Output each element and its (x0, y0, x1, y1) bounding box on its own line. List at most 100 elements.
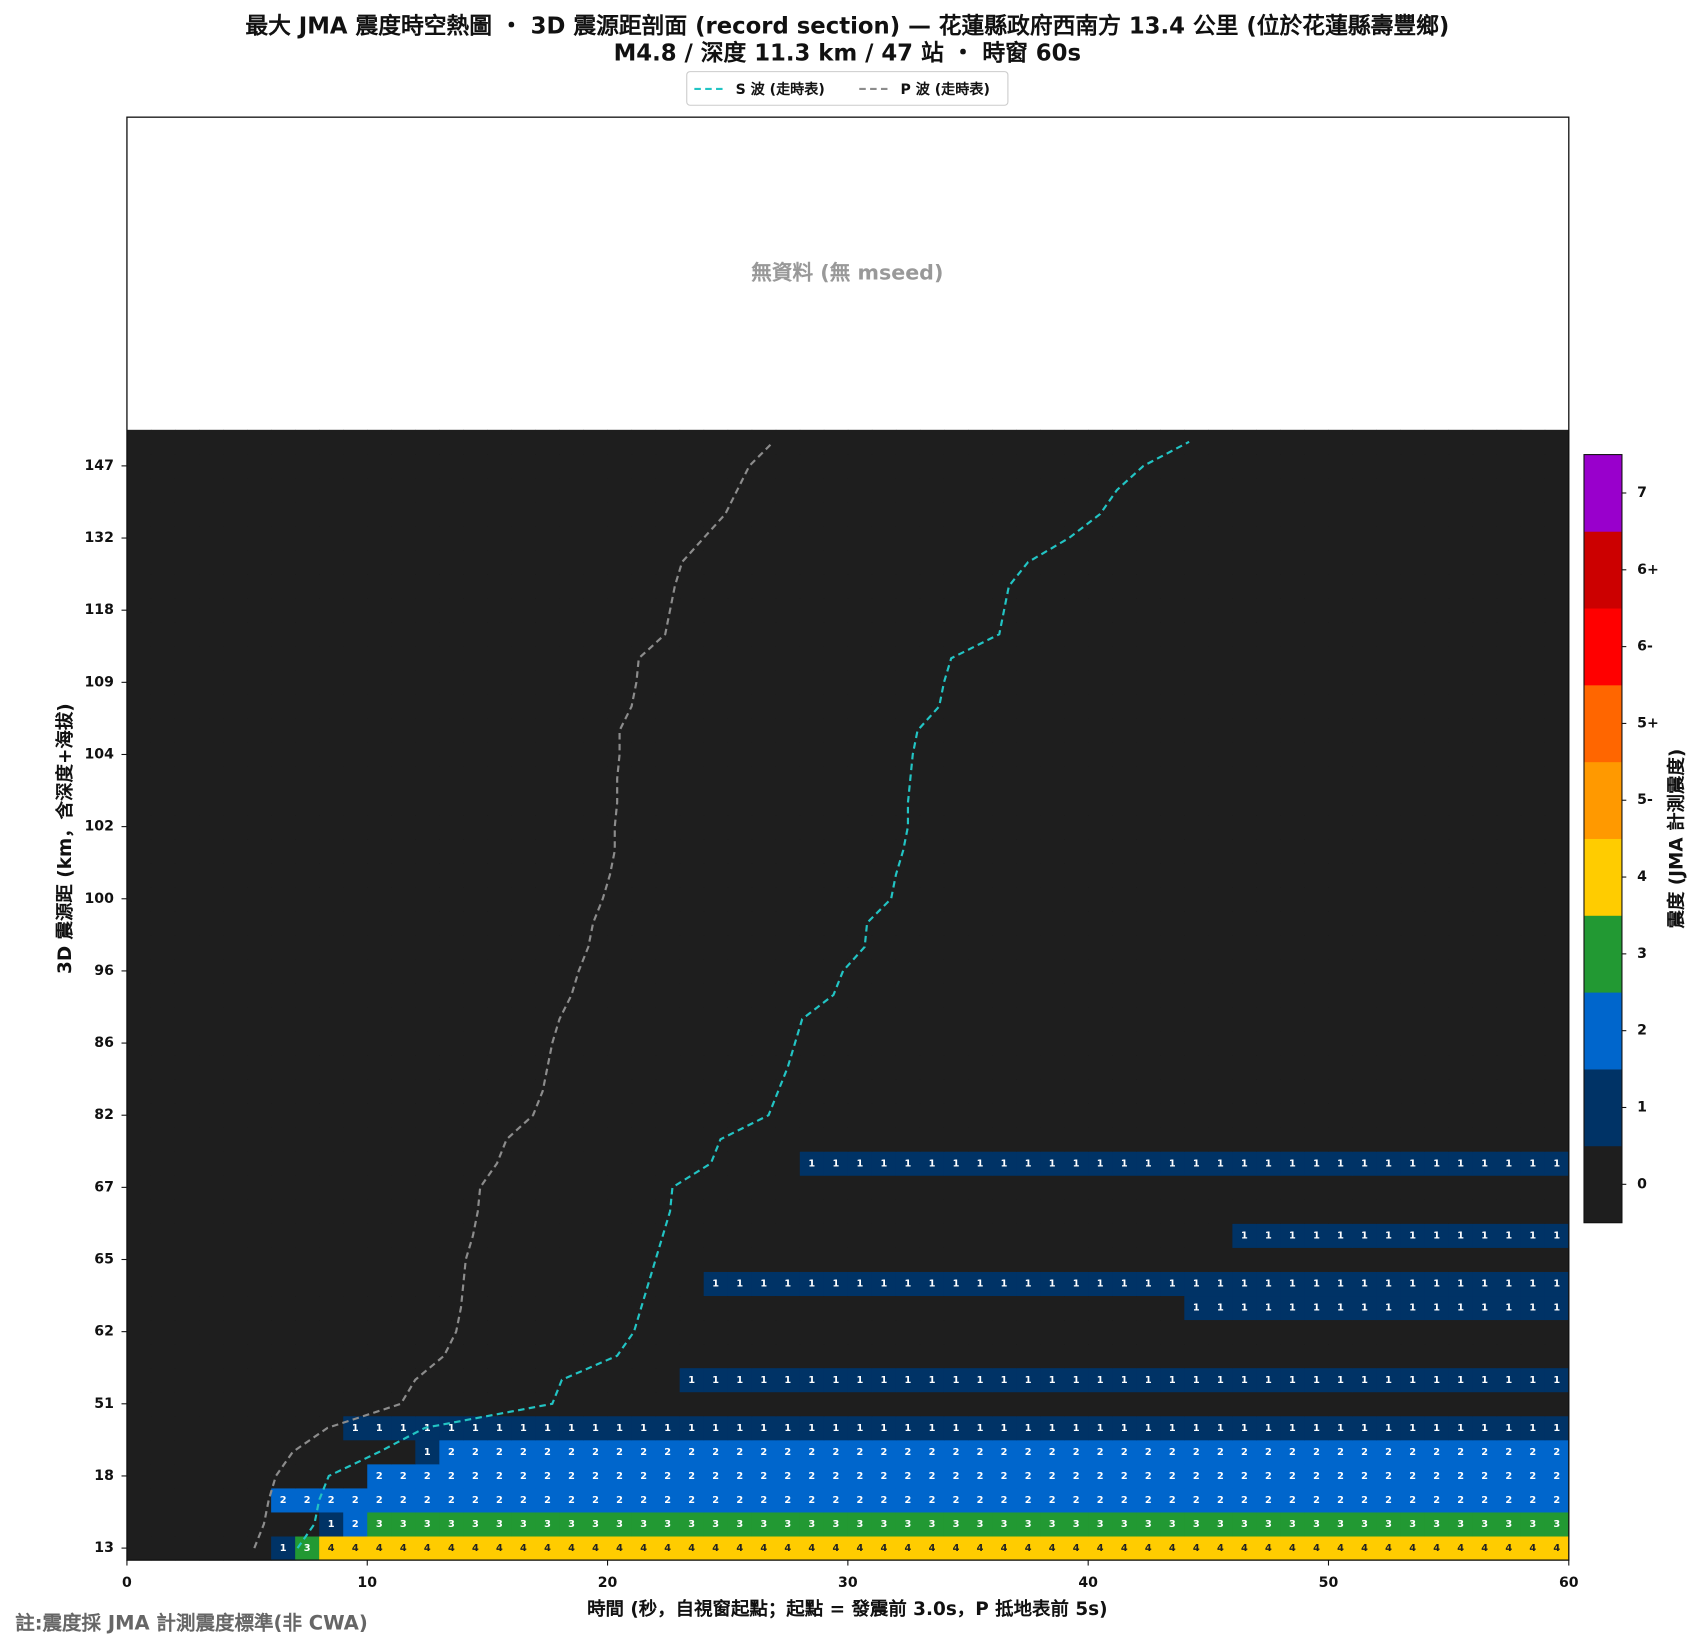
heat-cell (607, 1103, 633, 1128)
heat-cell (583, 550, 608, 575)
cell-label: 2 (1265, 1447, 1272, 1458)
heat-cell (271, 1463, 296, 1489)
heat-cell (679, 814, 705, 840)
heat-cell (535, 550, 560, 575)
cell-label: 1 (929, 1423, 936, 1434)
heat-cell (1016, 958, 1041, 984)
cell-label: 2 (1457, 1447, 1464, 1458)
heat-cell (823, 1343, 849, 1369)
heat-cell (295, 1103, 320, 1128)
heat-cell (1136, 838, 1161, 864)
heat-cell (1184, 1199, 1209, 1224)
heat-cell (847, 453, 873, 479)
cell-label: 1 (1433, 1375, 1440, 1386)
heat-cell (1520, 574, 1546, 599)
heat-cell (199, 453, 224, 479)
heat-cell (1448, 838, 1474, 864)
heat-cell (679, 1512, 705, 1537)
heat-cell (823, 1319, 849, 1345)
cell-label: 1 (1433, 1279, 1440, 1290)
heat-cell (1088, 1103, 1113, 1128)
heat-cell (1256, 574, 1281, 599)
heat-cell (992, 646, 1017, 671)
heat-cell (1136, 1031, 1161, 1056)
heat-cell (751, 646, 777, 671)
heat-cell (1064, 718, 1089, 743)
heat-cell (174, 1367, 200, 1393)
heat-cell (703, 1439, 729, 1465)
cell-label: 1 (1337, 1375, 1344, 1386)
heat-cell (943, 1487, 969, 1513)
heat-cell (223, 1031, 248, 1056)
heat-cell (150, 670, 176, 695)
heat-cell (1160, 501, 1185, 527)
heat-cell (823, 1415, 849, 1441)
cell-label: 3 (1217, 1519, 1224, 1530)
heat-cell (1160, 1512, 1185, 1537)
heat-cell (439, 862, 464, 888)
heat-cell (727, 838, 753, 864)
heat-cell (1160, 1031, 1185, 1056)
heat-cell (174, 526, 200, 551)
heat-cell (895, 1391, 921, 1417)
cell-label: 2 (664, 1447, 671, 1458)
heat-cell (703, 1415, 729, 1441)
heat-cell (487, 982, 512, 1008)
heat-cell (511, 1536, 536, 1561)
heat-cell (1208, 1512, 1233, 1537)
heat-cell (126, 1079, 152, 1104)
heat-cell (1520, 1199, 1546, 1224)
cell-label: 1 (1313, 1230, 1320, 1241)
heat-cell (1544, 1175, 1570, 1200)
heat-cell (559, 790, 584, 816)
heat-cell (535, 1415, 560, 1441)
heat-cell (1016, 646, 1041, 671)
heat-cell (1064, 1006, 1089, 1032)
heat-cell (559, 910, 584, 936)
colorbar-tick-label: 1 (1637, 1099, 1647, 1115)
heat-cell (1064, 1247, 1089, 1272)
heat-cell (1496, 1439, 1522, 1465)
heat-cell (1256, 477, 1281, 503)
heat-cell (174, 934, 200, 960)
heat-cell (535, 429, 560, 455)
heat-cell (1208, 1223, 1233, 1248)
heat-cell (487, 1536, 512, 1561)
heat-cell (943, 453, 969, 479)
heat-cell (1496, 790, 1522, 816)
heat-cell (150, 1343, 176, 1369)
heat-cell (823, 501, 849, 527)
heat-cell (871, 1295, 897, 1321)
heat-cell (223, 838, 248, 864)
heat-cell (559, 694, 584, 719)
cell-label: 4 (856, 1543, 863, 1554)
heat-cell (1544, 501, 1570, 527)
heat-cell (511, 1223, 536, 1248)
heat-cell (703, 622, 729, 647)
heat-cell (367, 1463, 392, 1489)
heat-cell (1328, 574, 1353, 599)
heat-cell (271, 550, 296, 575)
heat-cell (439, 646, 464, 671)
heat-cell (1064, 429, 1089, 455)
heat-cell (343, 1223, 368, 1248)
heat-cell (1304, 1247, 1329, 1272)
heat-cell (1136, 1319, 1161, 1345)
heat-cell (271, 742, 296, 767)
heat-cell (1232, 453, 1257, 479)
heat-cell (751, 1151, 777, 1176)
heat-cell (1424, 453, 1450, 479)
heat-cell (150, 910, 176, 936)
heat-cell (943, 501, 969, 527)
heat-cell (775, 1439, 801, 1465)
heat-cell (535, 1199, 560, 1224)
heat-cell (1424, 550, 1450, 575)
heat-cell (583, 742, 608, 767)
heat-cell (1016, 886, 1041, 912)
heat-cell (1448, 862, 1474, 888)
heat-cell (799, 1487, 825, 1513)
heat-cell (1448, 790, 1474, 816)
heat-cell (847, 1175, 873, 1200)
heat-cell (174, 766, 200, 791)
heat-cell (126, 429, 152, 455)
